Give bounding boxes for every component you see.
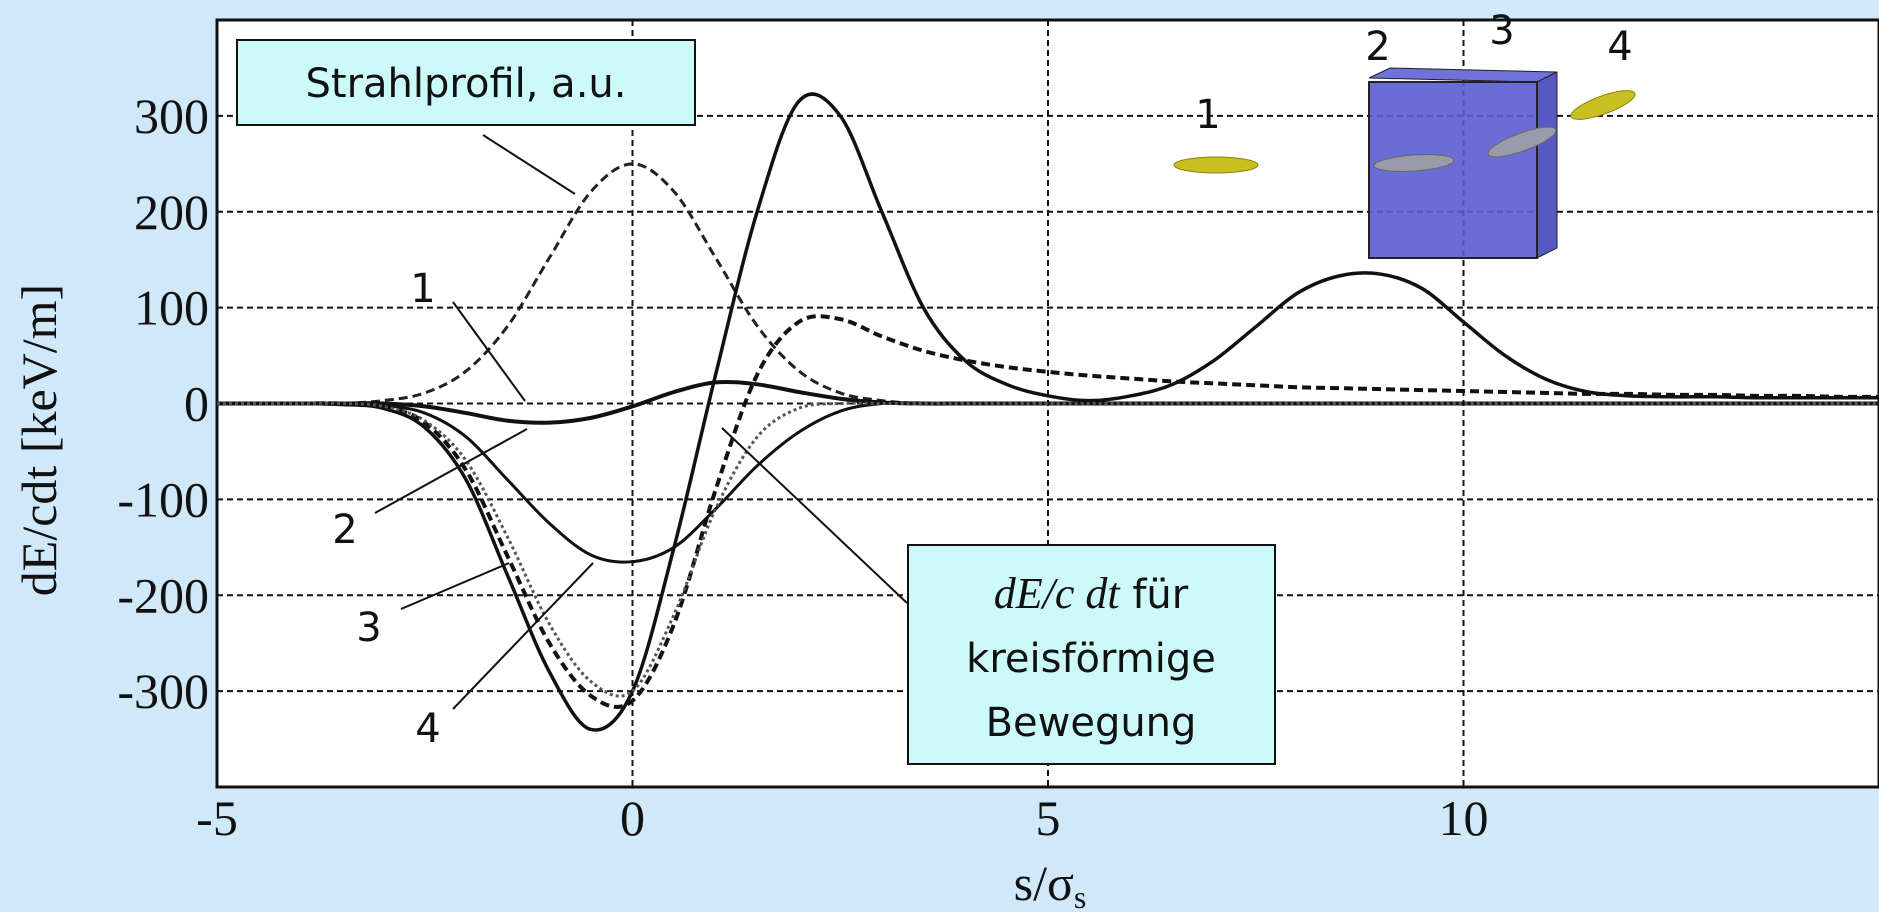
chart: 1 2 3 4 Strahlprofil, a.u. 1 2 3 4 dE/c … bbox=[0, 0, 1879, 912]
y-tick-label: 200 bbox=[134, 184, 209, 240]
inset-label: 1 bbox=[1195, 92, 1220, 138]
x-tick-label: -5 bbox=[196, 790, 238, 846]
series-label: 2 bbox=[332, 507, 357, 553]
y-tick-label: 300 bbox=[134, 88, 209, 144]
y-tick-label: -300 bbox=[117, 663, 209, 719]
y-tick-label: -100 bbox=[117, 471, 209, 527]
y-tick-label: 0 bbox=[184, 376, 209, 432]
annotation-line: für bbox=[1132, 572, 1188, 618]
x-axis-label-main: s/σ bbox=[1014, 855, 1074, 911]
series-label: 1 bbox=[410, 266, 435, 312]
inset-label: 3 bbox=[1489, 8, 1514, 54]
x-tick-label: 5 bbox=[1036, 790, 1061, 846]
cube-side bbox=[1537, 72, 1557, 258]
x-axis-label-sub: s bbox=[1074, 879, 1086, 912]
inset-label: 4 bbox=[1607, 24, 1632, 70]
y-tick-label: 100 bbox=[134, 280, 209, 336]
inset-label: 2 bbox=[1365, 24, 1390, 70]
x-tick-label: 0 bbox=[620, 790, 645, 846]
annotation-line: kreisförmige bbox=[966, 636, 1216, 682]
x-tick-label: 10 bbox=[1439, 790, 1489, 846]
annotation-italic: dE/c dt bbox=[994, 569, 1122, 618]
series-label: 4 bbox=[415, 706, 440, 752]
bunch-1 bbox=[1174, 157, 1258, 173]
y-axis-label: dE/cdt [keV/m] bbox=[11, 284, 67, 596]
annotation-text: dE/c dt für bbox=[994, 569, 1189, 618]
y-tick-label: -200 bbox=[117, 567, 209, 623]
series-label: 3 bbox=[356, 605, 381, 651]
series-label: Strahlprofil, a.u. bbox=[306, 61, 627, 107]
annotation-line: Bewegung bbox=[986, 700, 1197, 746]
